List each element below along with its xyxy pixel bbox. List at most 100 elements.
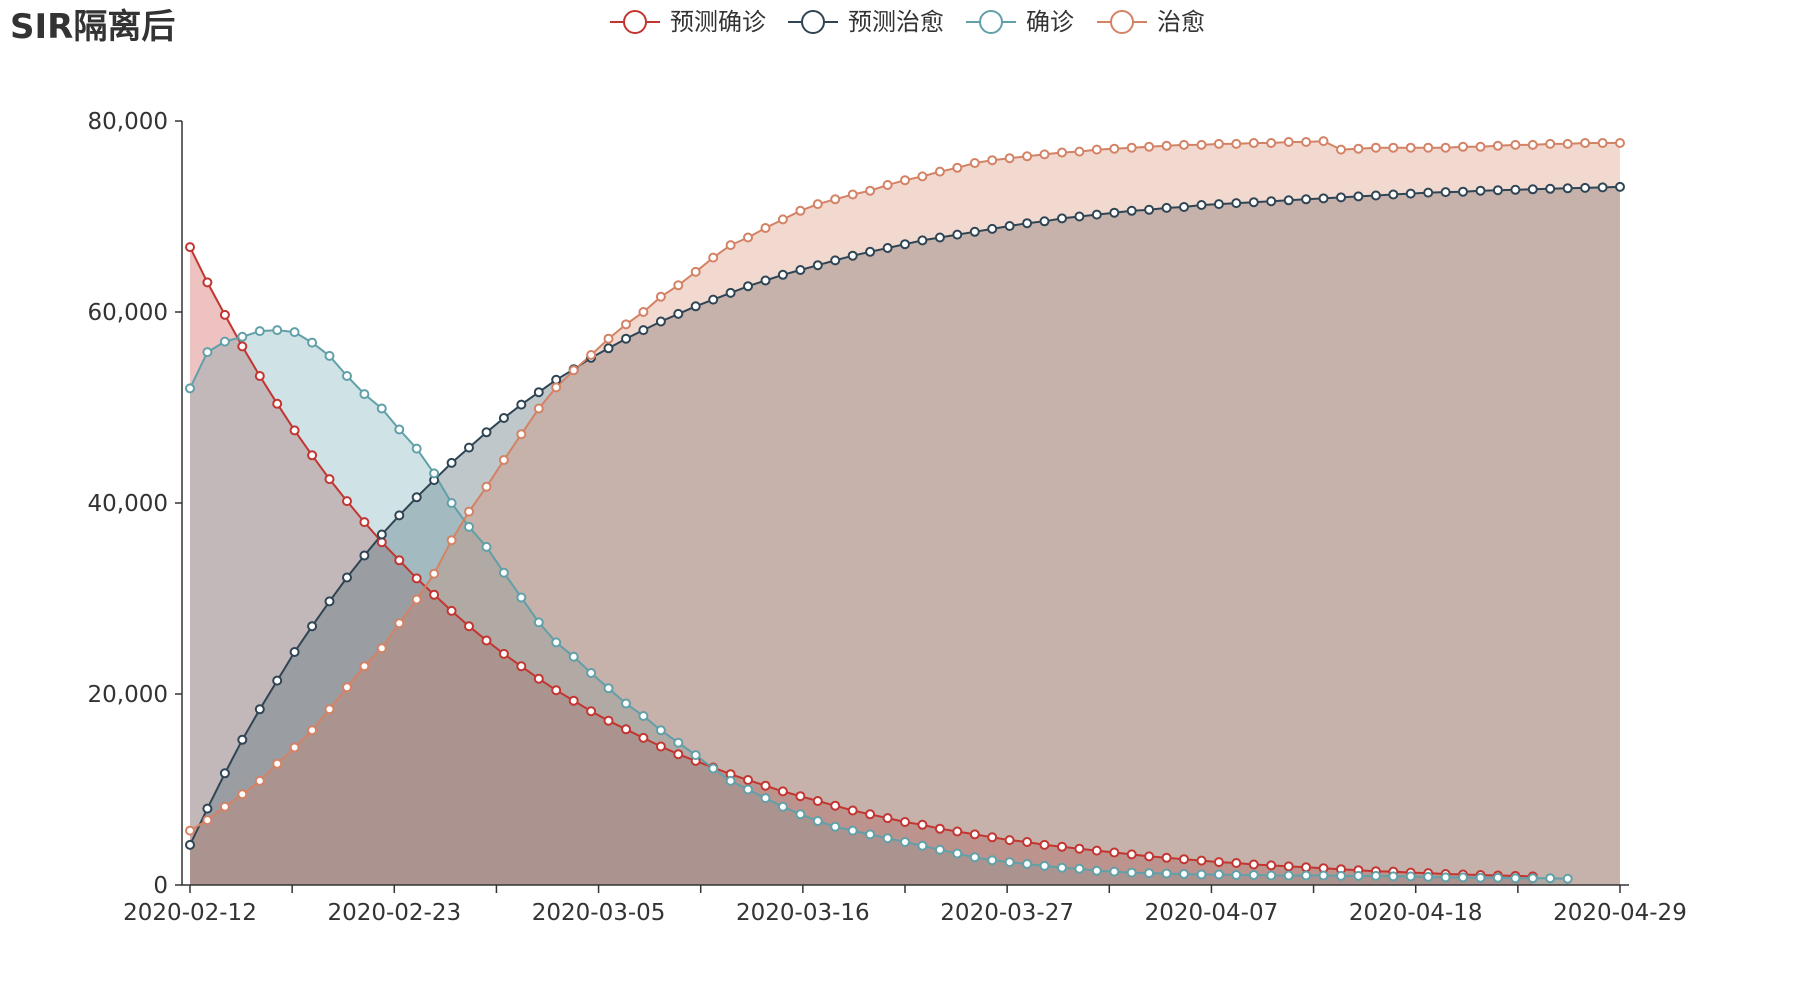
data-point [638,307,649,317]
data-point [1510,873,1521,884]
data-point [272,758,283,769]
data-point [1248,859,1259,870]
data-point [760,275,771,286]
data-point [952,848,963,859]
data-point [446,535,457,546]
data-point [429,468,440,479]
data-point [952,162,963,173]
data-point [1283,870,1294,881]
data-point [551,637,562,648]
data-point [254,371,265,381]
data-point [1126,867,1137,878]
data-point [1301,194,1312,205]
x-tick-label: 2020-03-05 [532,900,666,926]
data-point [1492,140,1503,151]
data-point [1126,849,1137,860]
data-point [655,291,666,302]
data-point [1492,185,1503,196]
data-point [1039,216,1050,227]
data-point [969,158,980,168]
data-point [1336,192,1346,203]
legend-item-2[interactable]: 确诊 [966,8,1074,36]
data-point [830,255,841,266]
data-point [917,171,928,182]
data-point [411,492,422,503]
data-point [952,229,963,240]
data-point [481,481,492,492]
data-point [621,319,631,330]
data-point [533,387,544,398]
data-point [1266,860,1277,871]
data-point [1091,209,1102,220]
data-point [394,618,405,629]
x-tick-label: 2020-03-16 [736,900,870,926]
data-point [498,648,509,659]
data-point [1213,199,1224,210]
data-point [533,403,544,414]
data-point [1074,843,1085,854]
data-point [586,706,597,717]
data-point [900,175,910,186]
data-point [568,365,579,376]
data-point [359,517,370,528]
data-point [533,617,544,628]
data-point [690,750,701,761]
data-point [1039,149,1050,160]
data-point [1527,139,1538,150]
data-point [1475,185,1486,196]
data-point [516,661,527,672]
data-point [795,265,806,275]
data-point [202,347,213,358]
data-point [865,809,876,820]
data-point [185,839,195,850]
data-point [777,801,788,812]
data-point [1266,138,1277,148]
data-point [865,829,876,840]
data-point [603,343,614,354]
data-point [219,309,230,320]
legend-marker [801,10,825,34]
legend-marker [623,10,647,34]
data-point [568,695,579,706]
data-point [934,166,945,177]
data-point [1109,847,1120,858]
data-point [446,605,457,616]
data-point [481,635,492,646]
data-point [359,389,370,400]
chart-title: SIR隔离后 [10,7,175,47]
data-point [1615,181,1625,192]
data-point [1126,205,1137,216]
data-point [882,833,893,844]
y-tick-label: 0 [153,873,168,899]
x-tick-label: 2020-02-23 [327,900,461,926]
data-point [1475,141,1486,152]
data-point [272,325,283,336]
data-point [342,572,352,583]
data-point [1423,871,1434,882]
data-point [254,704,265,715]
data-point [202,277,213,288]
data-point [760,780,771,791]
data-point [185,825,195,836]
data-point [865,185,876,196]
data-point [847,189,858,200]
data-point [551,382,562,393]
legend-item-1[interactable]: 预测治愈 [788,8,944,36]
data-point [185,383,195,394]
data-point [1545,138,1556,149]
data-point [446,498,457,508]
data-point [342,371,352,381]
data-point [1091,845,1102,856]
data-point [394,555,405,566]
data-point [1301,137,1312,147]
legend-item-3[interactable]: 治愈 [1097,8,1205,36]
data-point [1405,871,1416,882]
axes: 0 20,000 40,000 60,000 80,000 2020-02-12 2020-… [88,109,1687,926]
data-point [1161,202,1172,213]
data-point [760,793,771,804]
data-point [673,737,684,748]
data-point [1022,151,1033,162]
data-point [202,815,213,826]
legend-item-0[interactable]: 预测确诊 [610,8,766,36]
